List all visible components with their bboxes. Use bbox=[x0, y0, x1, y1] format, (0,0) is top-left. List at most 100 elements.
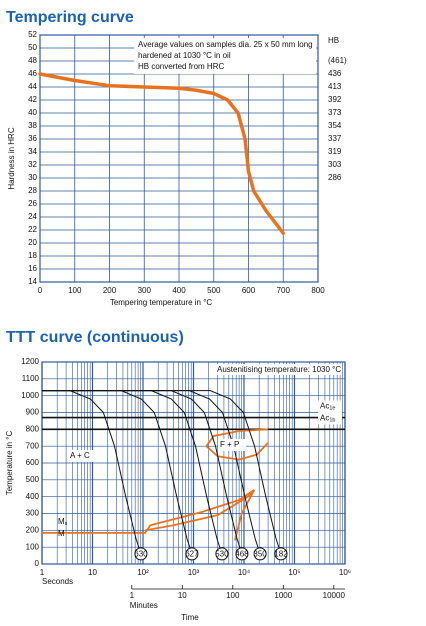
hb-label: 337 bbox=[328, 134, 342, 143]
reference-label: Ac1b bbox=[320, 413, 335, 423]
x-tick-label: 100 bbox=[68, 286, 82, 295]
x-tick-label: 10³ bbox=[188, 568, 200, 577]
y-tick-label: 36 bbox=[28, 134, 37, 143]
x-tick-label: 10⁴ bbox=[238, 568, 251, 577]
hardness-badge bbox=[134, 547, 148, 561]
reference-label-main: Ac bbox=[320, 413, 329, 422]
chart-title: Tempering curve bbox=[6, 9, 134, 26]
ms-label-main: M bbox=[58, 517, 65, 526]
y-tick-label: 32 bbox=[28, 160, 37, 169]
hardness-badge bbox=[215, 547, 229, 561]
annotation-box bbox=[134, 38, 316, 74]
y-tick-label: 48 bbox=[28, 56, 37, 65]
x2-tick-label: 1000 bbox=[274, 591, 292, 600]
x-tick-label: 10 bbox=[88, 568, 97, 577]
y-tick-label: 40 bbox=[28, 108, 37, 117]
x-tick-label: 800 bbox=[311, 286, 325, 295]
plot-frame bbox=[41, 361, 346, 565]
reference-label: Ac1e bbox=[320, 402, 335, 412]
y-tick-label: 800 bbox=[26, 424, 40, 433]
cooling-curve bbox=[42, 390, 282, 555]
x-tick-label: 700 bbox=[277, 286, 291, 295]
y-tick-label: 100 bbox=[26, 542, 40, 551]
y-tick-label: 14 bbox=[28, 277, 37, 286]
hb-label: 392 bbox=[328, 95, 342, 104]
y-axis-label: Temperature in °C bbox=[5, 431, 14, 496]
label-bg bbox=[218, 439, 246, 451]
x-unit-label: Seconds bbox=[42, 577, 73, 586]
y-tick-label: 34 bbox=[28, 147, 37, 156]
hb-title: HB bbox=[328, 36, 339, 45]
x-tick-label: 1 bbox=[40, 568, 45, 577]
x-tick-label: 400 bbox=[172, 286, 186, 295]
transformation-line bbox=[144, 489, 255, 532]
y-tick-label: 52 bbox=[28, 30, 37, 39]
y-tick-label: 20 bbox=[28, 238, 37, 247]
y-tick-label: 26 bbox=[28, 199, 37, 208]
annotation-box bbox=[214, 364, 342, 375]
chart-title: TTT curve (continuous) bbox=[6, 329, 184, 346]
hardness-badge bbox=[185, 547, 199, 561]
annotation: HB converted from HRC bbox=[138, 62, 224, 71]
annotation: Average values on samples dia. 25 x 50 m… bbox=[138, 40, 313, 49]
y-tick-label: 1000 bbox=[21, 391, 39, 400]
x-tick-label: 300 bbox=[138, 286, 152, 295]
y-tick-label: 42 bbox=[28, 95, 37, 104]
y-tick-label: 16 bbox=[28, 264, 37, 273]
hardness-badge bbox=[253, 547, 267, 561]
transformation-line bbox=[234, 489, 256, 541]
y-tick-label: 500 bbox=[26, 475, 40, 484]
y-tick-label: 200 bbox=[26, 525, 40, 534]
hb-label: 286 bbox=[328, 173, 342, 182]
phase-label: A + C bbox=[70, 451, 90, 460]
x2-tick-label: 10 bbox=[178, 591, 187, 600]
label-bg bbox=[68, 450, 96, 462]
cooling-curve bbox=[42, 390, 261, 555]
y-tick-label: 38 bbox=[28, 121, 37, 130]
reference-label-sub: 1e bbox=[329, 406, 335, 412]
y-tick-label: 18 bbox=[28, 251, 37, 260]
hardness-label: 468 bbox=[235, 550, 249, 559]
hardness-label: 350 bbox=[253, 550, 267, 559]
y-tick-label: 28 bbox=[28, 186, 37, 195]
y-tick-label: 46 bbox=[28, 69, 37, 78]
hb-label: 303 bbox=[328, 160, 342, 169]
hb-label: 413 bbox=[328, 82, 342, 91]
annotation: Austenitising temperature: 1030 °C bbox=[217, 365, 341, 374]
m-label: M bbox=[58, 529, 65, 538]
x-axis-label: Time bbox=[181, 613, 199, 622]
y-tick-label: 1200 bbox=[21, 357, 39, 366]
hb-label: 354 bbox=[328, 121, 342, 130]
hb-label: 319 bbox=[328, 147, 342, 156]
y-tick-label: 22 bbox=[28, 225, 37, 234]
y-axis-label: Hardness in HRC bbox=[7, 127, 16, 189]
y-tick-label: 24 bbox=[28, 212, 37, 221]
y-tick-label: 30 bbox=[28, 173, 37, 182]
tempering-curve bbox=[38, 72, 285, 235]
cooling-curve bbox=[42, 390, 142, 555]
x-tick-label: 200 bbox=[103, 286, 117, 295]
hardness-badge bbox=[274, 547, 288, 561]
cooling-curve bbox=[42, 390, 193, 555]
y-tick-label: 600 bbox=[26, 458, 40, 467]
reference-label-sub: 1b bbox=[329, 418, 335, 424]
label-bg bbox=[318, 400, 342, 413]
y-tick-label: 900 bbox=[26, 408, 40, 417]
y-tick-label: 700 bbox=[26, 441, 40, 450]
x-tick-label: 500 bbox=[207, 286, 221, 295]
x2-tick-label: 1 bbox=[130, 591, 135, 600]
x2-tick-label: 100 bbox=[226, 591, 240, 600]
hardness-label: 182 bbox=[274, 550, 288, 559]
x-axis-label: Tempering temperature in °C bbox=[110, 298, 213, 307]
plot-frame bbox=[39, 34, 319, 283]
hardness-label: 630 bbox=[134, 550, 148, 559]
x-tick-label: 600 bbox=[242, 286, 256, 295]
hardness-label: 627 bbox=[185, 550, 199, 559]
cooling-curve bbox=[42, 390, 223, 555]
ms-label: Ms bbox=[58, 517, 68, 527]
phase-label: F + P bbox=[220, 440, 239, 449]
transformation-line bbox=[42, 489, 255, 534]
y-tick-label: 1100 bbox=[22, 374, 40, 383]
hardness-label: 530 bbox=[215, 550, 229, 559]
